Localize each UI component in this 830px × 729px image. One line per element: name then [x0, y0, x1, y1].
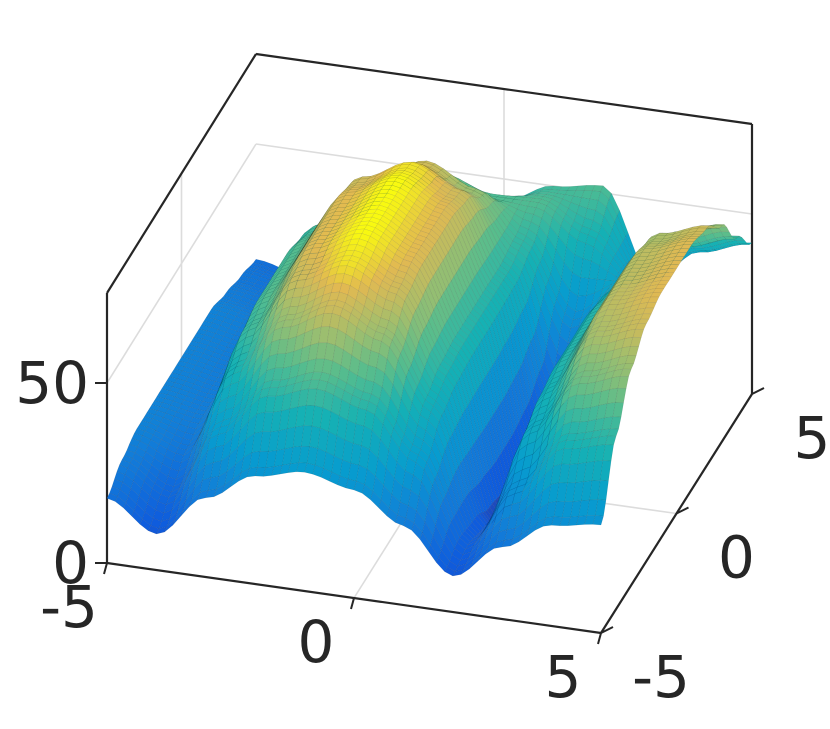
surface-patch — [615, 388, 627, 403]
surface-patch — [682, 241, 695, 245]
surface-patch — [600, 460, 612, 481]
x-tick-label: 0 — [298, 608, 335, 676]
back-top-edge — [255, 52, 753, 126]
y-tick-label: -5 — [632, 643, 690, 711]
y-tick-mark — [751, 387, 765, 395]
surface-patch — [718, 226, 730, 233]
x-tick-label: -5 — [40, 573, 98, 641]
z-tick-label: 0 — [52, 529, 89, 597]
surface-patch — [660, 276, 672, 281]
tick-marks — [95, 382, 765, 645]
left-top-edge — [106, 53, 257, 294]
grid-line-z-side — [106, 143, 257, 384]
x-tick-label: 5 — [545, 643, 582, 711]
surface-patch — [695, 227, 708, 232]
y-tick-label: 5 — [794, 404, 830, 472]
surface-patch — [713, 224, 725, 226]
surface-patch — [677, 248, 690, 253]
surface-patch — [680, 244, 692, 249]
y-tick-mark — [600, 626, 614, 634]
x-tick-mark — [597, 632, 602, 645]
axis-box-back — [105, 52, 754, 563]
x-tick-mark — [350, 597, 355, 610]
x-tick-mark — [103, 562, 108, 575]
z-tick-label: 50 — [15, 349, 89, 417]
surface-patch — [697, 225, 710, 229]
y-tick-mark — [676, 506, 689, 515]
y-tick-label: 0 — [718, 524, 755, 592]
grid-line-z-back — [255, 143, 753, 215]
surface-mesh — [106, 160, 753, 577]
surface-patch — [592, 515, 604, 526]
